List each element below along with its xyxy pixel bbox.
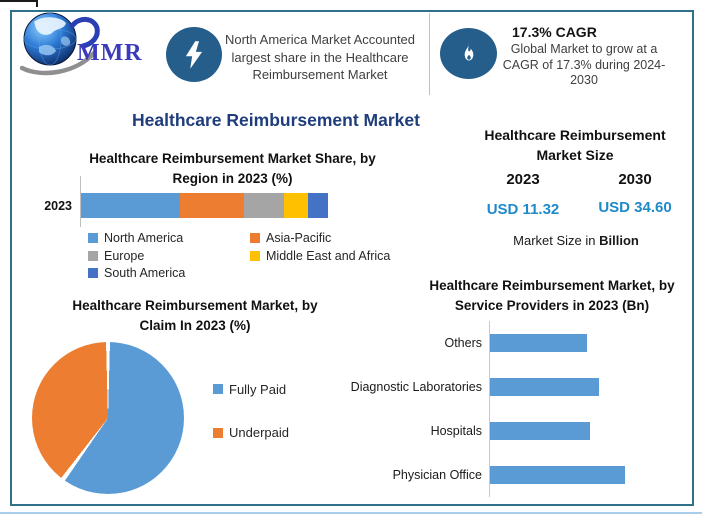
bar-category-label: Others: [444, 336, 482, 350]
lightning-icon: [185, 40, 203, 69]
region-bar-segment: [179, 193, 245, 218]
bar-row: Physician Office: [330, 453, 690, 497]
legend-item: Fully Paid: [213, 382, 289, 397]
bar: [490, 422, 590, 440]
service-providers-chart: Others Diagnostic Laboratories Hospitals Ph…: [330, 321, 690, 497]
region-chart-axis: [80, 176, 81, 227]
legend-item: South America: [88, 266, 250, 281]
legend-label: North America: [104, 231, 184, 246]
legend-label: Middle East and Africa: [266, 248, 391, 263]
screenshot-edge-artifact-tick: [36, 0, 38, 7]
legend-marker: [88, 268, 98, 279]
bar-row: Others: [330, 321, 690, 365]
bar-category-label: Physician Office: [392, 468, 482, 482]
region-stacked-bar: [81, 193, 328, 218]
legend-item: Underpaid: [213, 425, 289, 441]
claim-pie-title: Healthcare Reimbursement Market, by Claim…: [72, 298, 318, 333]
legend-label: Underpaid: [229, 425, 289, 441]
market-size-value-2030: USD 34.60: [598, 199, 672, 216]
region-chart-title: Healthcare Reimbursement Market Share, b…: [89, 151, 376, 186]
highlight-icon-badge: [166, 27, 222, 82]
claim-pie: [32, 342, 184, 494]
bar-row: Diagnostic Laboratories: [330, 365, 690, 409]
region-bar-segment: [308, 193, 328, 218]
cagr-icon-badge: [440, 28, 497, 79]
market-size-footnote-unit: Billion: [599, 233, 639, 248]
legend-marker: [250, 250, 260, 261]
screenshot-edge-artifact: [0, 0, 38, 2]
region-legend: North America Asia-Pacific Europe Middle Ea…: [88, 231, 418, 281]
legend-label: South America: [104, 266, 186, 281]
legend-label: Fully Paid: [229, 381, 287, 397]
logo-text: MMR: [77, 40, 143, 66]
mmr-logo: MMR: [20, 12, 143, 76]
legend-marker: [213, 384, 223, 395]
legend-item: Middle East and Africa: [250, 249, 418, 264]
bar-plot-area: [489, 409, 690, 453]
bar-plot-area: [489, 365, 690, 409]
legend-item: Asia-Pacific: [250, 231, 418, 246]
region-bar-segment: [81, 193, 180, 218]
bar-category-label: Diagnostic Laboratories: [350, 380, 482, 394]
bar: [490, 334, 587, 352]
bottom-edge-line: [0, 512, 702, 514]
service-providers-chart-title: Healthcare Reimbursement Market, by Servi…: [429, 278, 675, 313]
page-title: Healthcare Reimbursement Market: [132, 110, 420, 130]
market-size-footnote-prefix: Market Size in: [513, 233, 600, 248]
bar: [490, 466, 625, 484]
cagr-description: Global Market to grow at a CAGR of 17.3% …: [502, 42, 666, 87]
legend-marker: [250, 233, 260, 244]
logo-swoosh-gray: [20, 50, 97, 76]
bar-category-label: Hospitals: [430, 424, 482, 438]
market-size-title: Healthcare Reimbursement Market Size: [484, 127, 666, 163]
region-category-label: 2023: [44, 199, 72, 213]
banner-divider: [429, 13, 430, 95]
legend-item: North America: [88, 231, 250, 246]
cagr-title: 17.3% CAGR: [512, 24, 597, 40]
flame-icon: [464, 42, 473, 60]
market-size-year-2030: 2030: [618, 171, 652, 188]
banner-highlight-text: North America Market Accounted largest sh…: [224, 32, 416, 82]
legend-label: Asia-Pacific: [266, 231, 332, 246]
bar-row: Hospitals: [330, 409, 690, 453]
region-bar-segment: [244, 193, 284, 218]
market-size-value-2023: USD 11.32: [486, 201, 560, 218]
legend-marker: [88, 233, 98, 244]
claim-pie-legend: Fully Paid Underpaid: [213, 382, 289, 469]
bar: [490, 378, 599, 396]
legend-label: Europe: [104, 248, 145, 263]
bar-plot-area: [489, 321, 690, 365]
bar-plot-area: [489, 453, 690, 497]
logo-swoosh-blue: [69, 17, 100, 49]
legend-marker: [88, 250, 98, 261]
market-size-year-2023: 2023: [506, 171, 540, 188]
legend-item: Europe: [88, 249, 250, 264]
region-bar-segment: [283, 193, 309, 218]
legend-marker: [213, 427, 223, 438]
market-size-footnote: Market Size in Billion: [480, 233, 672, 248]
cagr-block: 17.3% CAGR Global Market to grow at a CAG…: [496, 24, 672, 89]
